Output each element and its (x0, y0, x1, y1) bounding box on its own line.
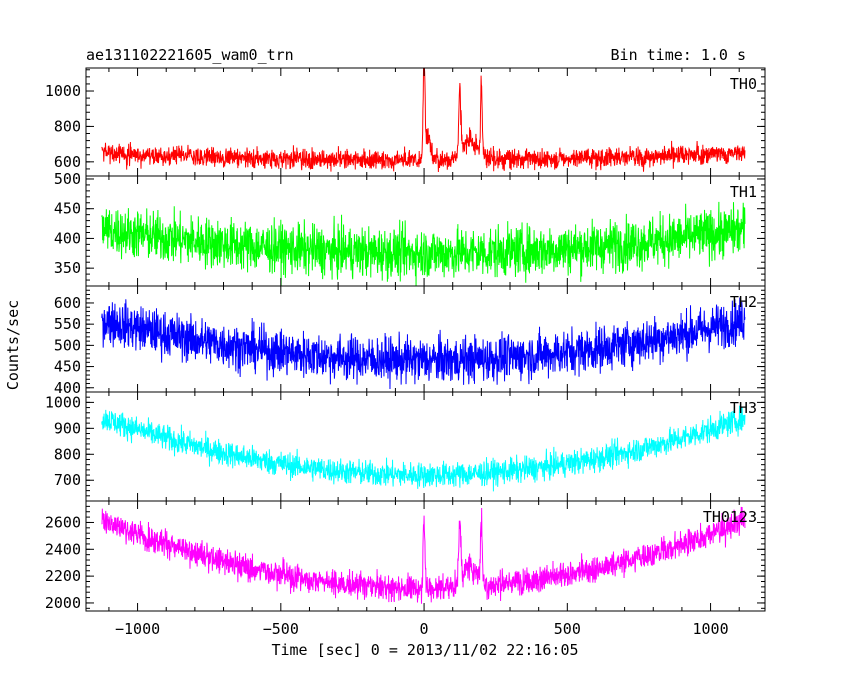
y-tick-label: 500 (54, 336, 81, 354)
series-line-th3 (101, 405, 746, 492)
y-tick-label: 350 (54, 259, 81, 277)
panel-stack: 600 800 1000 TH0 350 400 450 500 TH1 400 450 500 550… (45, 67, 766, 612)
panel-th0123: 2000 2200 2400 2600 TH0123 (45, 500, 766, 612)
series-line-th0 (101, 68, 746, 173)
y-tick-label: 2600 (45, 513, 81, 531)
y-tick-label: 400 (54, 229, 81, 247)
y-tick-label: 550 (54, 315, 81, 333)
x-tick-label: 1000 (693, 620, 729, 638)
x-tick-label: 0 (420, 620, 429, 638)
panel-name-label: TH1 (730, 183, 757, 201)
y-tick-label: 600 (54, 153, 81, 171)
panel-th2: 400 450 500 550 600 TH2 (54, 285, 766, 397)
panel-th3: 700 800 900 1000 TH3 (45, 391, 766, 502)
y-tick-label: 2000 (45, 594, 81, 612)
series-line-th1 (101, 201, 746, 286)
panel-name-label: TH3 (730, 399, 757, 417)
x-axis: −1000 −500 0 500 1000 (115, 620, 729, 638)
panel-name-label: TH2 (730, 293, 757, 311)
panel-th1: 350 400 450 500 TH1 (54, 170, 766, 287)
header-right-title: Bin time: 1.0 s (611, 46, 746, 64)
y-tick-label: 2200 (45, 567, 81, 585)
series-line-th2 (101, 297, 746, 390)
x-axis-label: Time [sec] 0 = 2013/11/02 22:16:05 (271, 641, 578, 659)
header-left-title: ae131102221605_wam0_trn (86, 46, 294, 64)
y-tick-label: 800 (54, 445, 81, 463)
y-tick-label: 1000 (45, 82, 81, 100)
y-tick-label: 800 (54, 117, 81, 135)
panel-frame (85, 500, 766, 612)
panel-name-label: TH0123 (703, 508, 757, 526)
y-axis-label: Counts/sec (4, 300, 22, 390)
panel-name-label: TH0 (730, 75, 757, 93)
y-tick-label: 400 (54, 379, 81, 397)
y-tick-label: 1000 (45, 393, 81, 411)
x-tick-label: 500 (554, 620, 581, 638)
y-tick-label: 450 (54, 200, 81, 218)
y-tick-label: 2400 (45, 540, 81, 558)
x-tick-label: −500 (263, 620, 299, 638)
y-tick-label: 450 (54, 358, 81, 376)
x-tick-label: −1000 (115, 620, 160, 638)
y-tick-label: 900 (54, 419, 81, 437)
y-tick-label: 700 (54, 471, 81, 489)
y-tick-label: 600 (54, 294, 81, 312)
series-line-th0123 (101, 506, 746, 604)
y-tick-label: 500 (54, 170, 81, 188)
